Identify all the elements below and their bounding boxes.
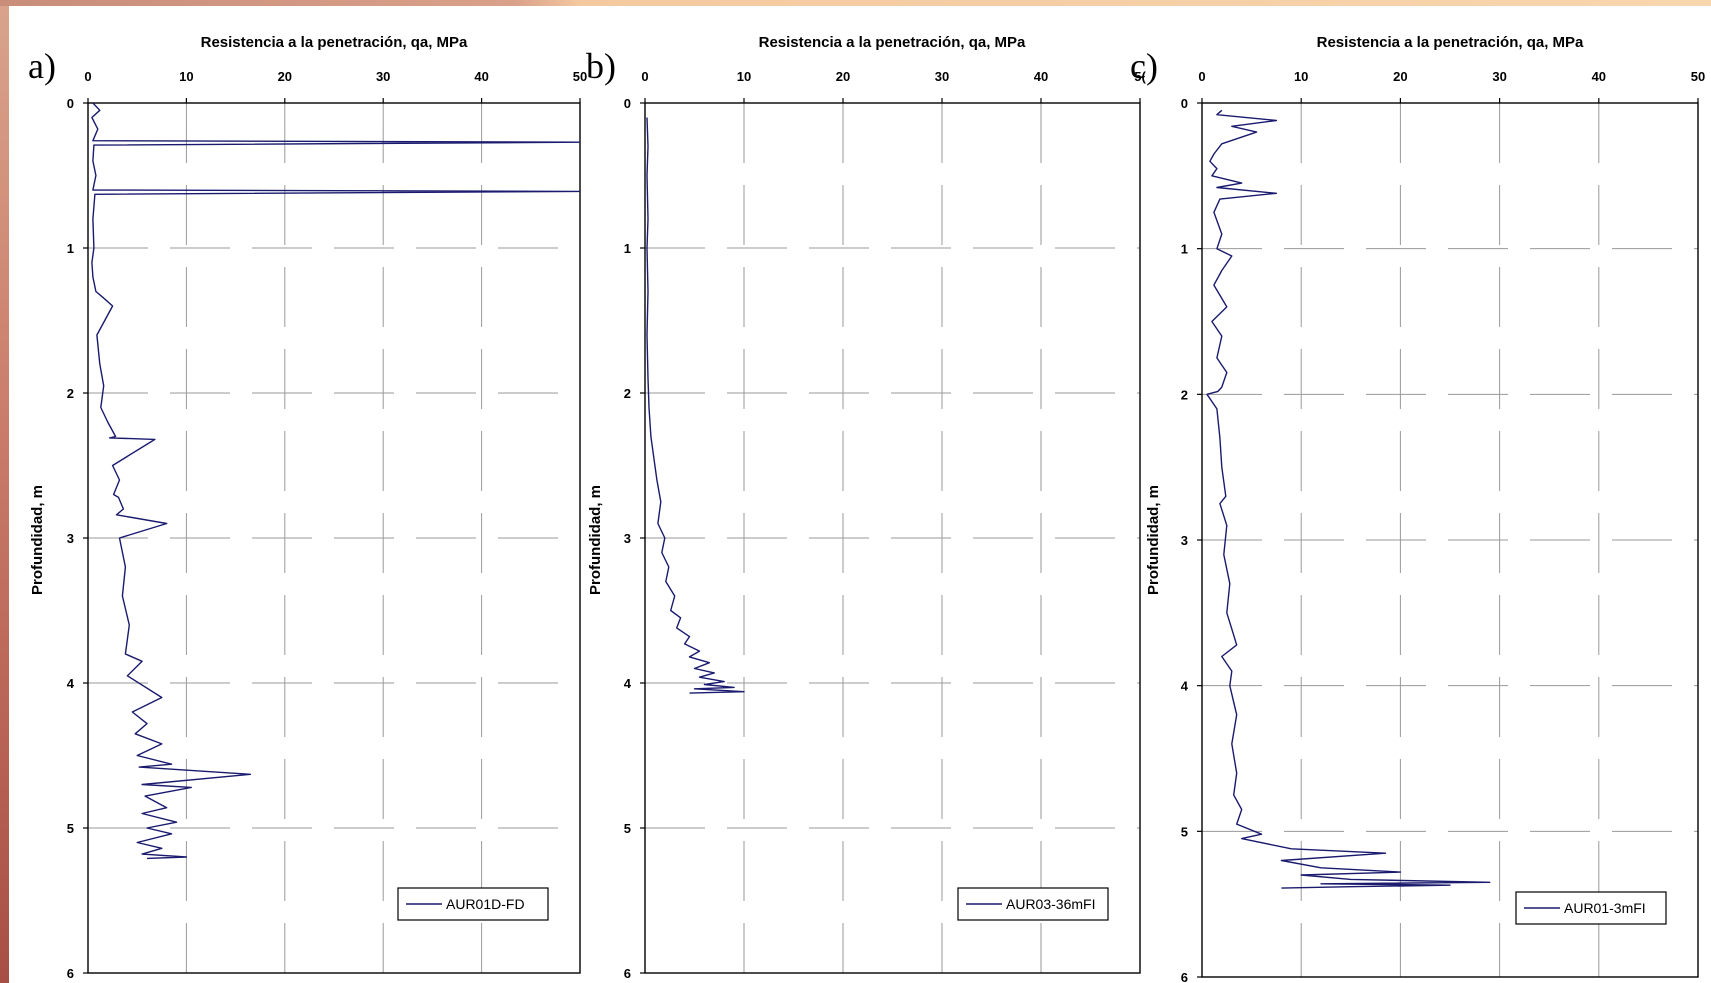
panel-letter: b) bbox=[586, 46, 616, 86]
series-line-AUR03-36mFI bbox=[646, 117, 745, 694]
panel-letter: a) bbox=[28, 46, 56, 86]
chart-panel-1: 0 10 20 30 40 50 0 1 2 3 4 5 6 Resistencia a la penet… bbox=[28, 34, 587, 981]
legend: AUR03-36mFI bbox=[957, 887, 1109, 921]
y-tick-label: 3 bbox=[624, 531, 631, 546]
y-tick-label: 4 bbox=[1181, 679, 1189, 694]
y-tick-label: 5 bbox=[67, 821, 74, 836]
x-tick-label: 50 bbox=[573, 69, 587, 84]
series-line-AUR01-3mFI bbox=[1206, 109, 1491, 889]
x-tick-label: 10 bbox=[737, 69, 751, 84]
panel-letter: c) bbox=[1130, 46, 1158, 86]
slide-top-border bbox=[0, 0, 1711, 6]
x-axis-title: Resistencia a la penetración, qa, MPa bbox=[1317, 34, 1584, 51]
y-tick-label: 1 bbox=[624, 241, 631, 256]
y-tick-label: 4 bbox=[624, 676, 632, 691]
x-tick-label: 40 bbox=[1034, 69, 1048, 84]
x-tick-label: 10 bbox=[179, 69, 193, 84]
y-axis-title: Profundidad, m bbox=[1145, 485, 1162, 595]
y-axis-title: Profundidad, m bbox=[29, 485, 46, 595]
y-tick-label: 3 bbox=[67, 531, 74, 546]
x-tick-label: 30 bbox=[1492, 69, 1506, 84]
y-tick-label: 0 bbox=[1181, 96, 1188, 111]
chart-panel-2: 0 10 20 30 40 5( 0 1 2 3 4 5 6 Resistencia a la penet… bbox=[586, 34, 1146, 981]
y-tick-label: 5 bbox=[1181, 824, 1188, 839]
legend: AUR01-3mFI bbox=[1515, 891, 1667, 925]
x-tick-label: 5( bbox=[1134, 69, 1146, 84]
series-line-AUR01D-FD bbox=[91, 103, 580, 860]
x-tick-label: 0 bbox=[641, 69, 648, 84]
y-tick-label: 3 bbox=[1181, 533, 1188, 548]
y-tick-label: 5 bbox=[624, 821, 631, 836]
legend-label: AUR01D-FD bbox=[446, 896, 525, 912]
x-tick-label: 0 bbox=[1198, 69, 1205, 84]
y-tick-label: 1 bbox=[67, 241, 74, 256]
x-axis-title: Resistencia a la penetración, qa, MPa bbox=[759, 34, 1026, 51]
x-tick-label: 20 bbox=[1393, 69, 1407, 84]
x-tick-label: 40 bbox=[474, 69, 488, 84]
legend-label: AUR01-3mFI bbox=[1564, 900, 1646, 916]
x-tick-label: 40 bbox=[1592, 69, 1606, 84]
x-tick-label: 30 bbox=[935, 69, 949, 84]
y-tick-label: 0 bbox=[624, 96, 631, 111]
x-tick-label: 10 bbox=[1294, 69, 1308, 84]
chart-panel-3: 0 10 20 30 40 50 0 1 2 3 4 5 6 Resistencia a la penet… bbox=[1130, 34, 1705, 983]
x-tick-label: 20 bbox=[836, 69, 850, 84]
legend-label: AUR03-36mFI bbox=[1006, 896, 1095, 912]
x-tick-label: 30 bbox=[376, 69, 390, 84]
y-tick-label: 2 bbox=[624, 386, 631, 401]
y-tick-label: 2 bbox=[1181, 387, 1188, 402]
slide-left-border bbox=[0, 0, 9, 983]
y-tick-label: 4 bbox=[67, 676, 75, 691]
y-tick-label: 6 bbox=[67, 966, 74, 981]
x-axis-title: Resistencia a la penetración, qa, MPa bbox=[201, 34, 468, 51]
x-tick-label: 50 bbox=[1691, 69, 1705, 84]
x-tick-label: 0 bbox=[84, 69, 91, 84]
y-tick-label: 6 bbox=[624, 966, 631, 981]
y-tick-label: 1 bbox=[1181, 242, 1188, 257]
y-tick-label: 2 bbox=[67, 386, 74, 401]
legend: AUR01D-FD bbox=[397, 887, 549, 921]
x-tick-label: 20 bbox=[278, 69, 292, 84]
y-axis-title: Profundidad, m bbox=[587, 485, 604, 595]
y-tick-label: 6 bbox=[1181, 970, 1188, 983]
y-tick-label: 0 bbox=[67, 96, 74, 111]
